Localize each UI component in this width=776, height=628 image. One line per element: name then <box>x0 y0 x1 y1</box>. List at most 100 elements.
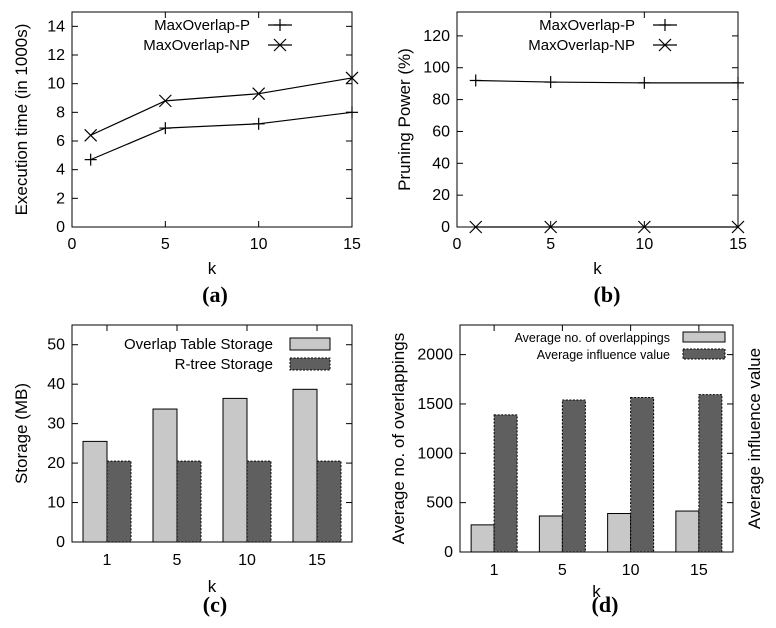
x-tick-label: 5 <box>173 552 182 569</box>
y-tick-label: 120 <box>423 28 450 45</box>
data-point <box>252 117 265 130</box>
data-point <box>637 220 651 234</box>
marker-stroke <box>469 220 483 234</box>
x-tick-label: 0 <box>68 236 77 253</box>
marker-stroke <box>544 220 558 234</box>
y-axis-label: Average no. of overlappings <box>389 333 408 544</box>
panel-caption: (d) <box>592 592 619 617</box>
data-point <box>84 153 97 166</box>
data-point <box>84 128 98 142</box>
data-point <box>544 220 558 234</box>
bar-2 <box>698 394 723 553</box>
y-tick-label: 4 <box>56 162 65 179</box>
data-point <box>638 76 651 89</box>
x-axis-label: k <box>592 582 601 601</box>
data-point <box>346 106 358 119</box>
chart-panel-b: 0 20 40 60 80 100 120 0 5 10 15 MaxOverlap-P MaxOver… <box>395 11 747 307</box>
data-point <box>469 220 483 234</box>
series-line-2 <box>90 77 353 136</box>
bar-1 <box>607 513 632 553</box>
marker-stroke <box>658 38 672 52</box>
legend-swatch <box>682 348 726 360</box>
y-tick-label: 30 <box>47 416 65 433</box>
x-axis-label: k <box>208 259 217 278</box>
data-point <box>159 122 172 135</box>
bar-1 <box>222 397 248 543</box>
data-point <box>158 94 172 108</box>
bar-1 <box>538 515 563 553</box>
legend-label: MaxOverlap-P <box>539 17 635 34</box>
bar-1 <box>82 440 108 543</box>
y-tick-label: 14 <box>47 18 65 35</box>
legend-swatch <box>289 357 331 371</box>
marker-stroke <box>731 220 745 234</box>
y-tick-label: 500 <box>426 495 453 512</box>
x-tick-label: 10 <box>635 236 653 253</box>
y-tick-label: 2 <box>56 190 65 207</box>
y-tick-label: 20 <box>47 455 65 472</box>
y-axis-label: Execution time (in 1000s) <box>12 24 31 216</box>
bar-2 <box>246 460 272 543</box>
series-line-1 <box>90 111 353 161</box>
x-axis-label: k <box>593 259 602 278</box>
legend-label: MaxOverlap-NP <box>143 37 250 54</box>
chart-panel-a: 0 2 4 6 8 10 12 14 0 5 10 15 MaxOverlap-P MaxOverlap-… <box>12 11 361 307</box>
y-tick-label: 40 <box>47 376 65 393</box>
legend-marker <box>658 38 672 52</box>
y-tick-label: 10 <box>47 76 65 93</box>
y-tick-label: 0 <box>441 219 450 236</box>
marker-stroke <box>637 220 651 234</box>
legend-marker <box>659 19 671 31</box>
legend-label: Average no. of overlappings <box>515 331 670 345</box>
legend-swatch <box>289 337 331 351</box>
y-tick-label: 0 <box>56 534 65 551</box>
bar-2 <box>561 399 586 553</box>
bar-1 <box>292 388 318 543</box>
panel-caption: (b) <box>594 282 621 307</box>
y-tick-label: 1500 <box>417 396 453 413</box>
y-tick-label: 0 <box>444 544 453 561</box>
plot-frame <box>71 324 353 543</box>
bar-2 <box>316 460 342 543</box>
y-tick-label: 12 <box>47 47 65 64</box>
legend-label: Average influence value <box>537 348 670 362</box>
data-point <box>469 74 482 87</box>
bar-1 <box>470 524 495 553</box>
y-tick-label: 8 <box>56 104 65 121</box>
panel-caption: (c) <box>203 592 227 617</box>
data-point <box>732 76 744 89</box>
x-tick-label: 1 <box>103 552 112 569</box>
y2-axis-label: Average influence value <box>745 348 764 529</box>
x-tick-label: 10 <box>250 236 268 253</box>
legend-swatch <box>682 331 726 343</box>
bar-2 <box>630 397 655 553</box>
x-tick-label: 15 <box>308 552 326 569</box>
x-tick-label: 5 <box>546 236 555 253</box>
y-tick-label: 20 <box>432 187 450 204</box>
bar-1 <box>675 510 700 553</box>
marker-stroke <box>84 128 98 142</box>
bar-2 <box>493 414 518 553</box>
legend-label: Overlap Table Storage <box>124 336 273 353</box>
bar-2 <box>176 460 202 543</box>
y-tick-label: 6 <box>56 133 65 150</box>
y-tick-label: 50 <box>47 337 65 354</box>
y-tick-label: 2000 <box>417 347 453 364</box>
bar-2 <box>106 460 132 543</box>
data-point <box>345 71 359 85</box>
x-tick-label: 5 <box>558 562 567 579</box>
x-tick-label: 0 <box>453 236 462 253</box>
series-line-1 <box>475 79 738 84</box>
y-tick-label: 80 <box>432 92 450 109</box>
marker-stroke <box>158 94 172 108</box>
legend-label: MaxOverlap-NP <box>528 37 635 54</box>
x-tick-label: 10 <box>622 562 640 579</box>
y-tick-label: 1000 <box>417 445 453 462</box>
y-tick-label: 40 <box>432 155 450 172</box>
y-tick-label: 60 <box>432 123 450 140</box>
marker-stroke <box>273 38 287 52</box>
plot-frame <box>459 324 734 553</box>
